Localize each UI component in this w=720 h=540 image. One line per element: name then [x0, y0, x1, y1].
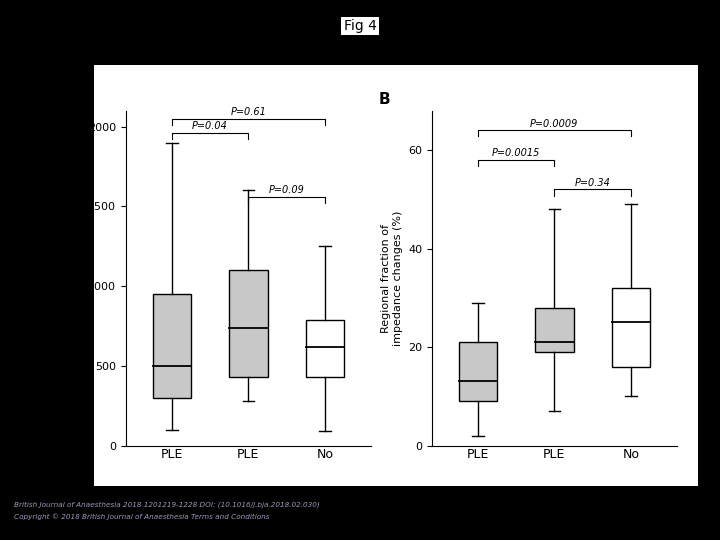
Bar	[612, 288, 650, 367]
Text: P=0.0009: P=0.0009	[530, 119, 579, 129]
Text: Fig 4: Fig 4	[343, 19, 377, 33]
Text: (before drainage): (before drainage)	[432, 506, 523, 516]
Y-axis label: In-phase impedance changes (a.u.): In-phase impedance changes (a.u.)	[73, 179, 83, 377]
Text: (after drainage): (after drainage)	[207, 506, 289, 516]
Bar	[306, 320, 344, 377]
Text: P=0.61: P=0.61	[230, 107, 266, 117]
Text: Copyright © 2018 British Journal of Anaesthesia Terms and Conditions: Copyright © 2018 British Journal of Anae…	[14, 513, 270, 519]
Text: P=0.09: P=0.09	[269, 185, 305, 195]
Bar	[459, 342, 497, 401]
Bar	[153, 294, 191, 397]
Text: PLE: PLE	[312, 506, 337, 519]
Text: B: B	[378, 92, 390, 107]
Text: PLE: PLE	[618, 506, 643, 519]
Text: British Journal of Anaesthesia 2018 1201219-1228 DOI: (10.1016/j.bja.2018.02.030: British Journal of Anaesthesia 2018 1201…	[14, 501, 320, 508]
Text: P=0.34: P=0.34	[575, 178, 611, 188]
Text: (after drainage): (after drainage)	[513, 506, 595, 516]
Text: (before drainage): (before drainage)	[126, 506, 217, 516]
Bar	[229, 270, 268, 377]
Y-axis label: Regional fraction of
impedance changes (%): Regional fraction of impedance changes (…	[381, 211, 402, 346]
Text: P=0.04: P=0.04	[192, 121, 228, 131]
Text: P=0.0015: P=0.0015	[492, 148, 540, 158]
Bar	[535, 308, 574, 352]
Text: A: A	[72, 92, 84, 107]
